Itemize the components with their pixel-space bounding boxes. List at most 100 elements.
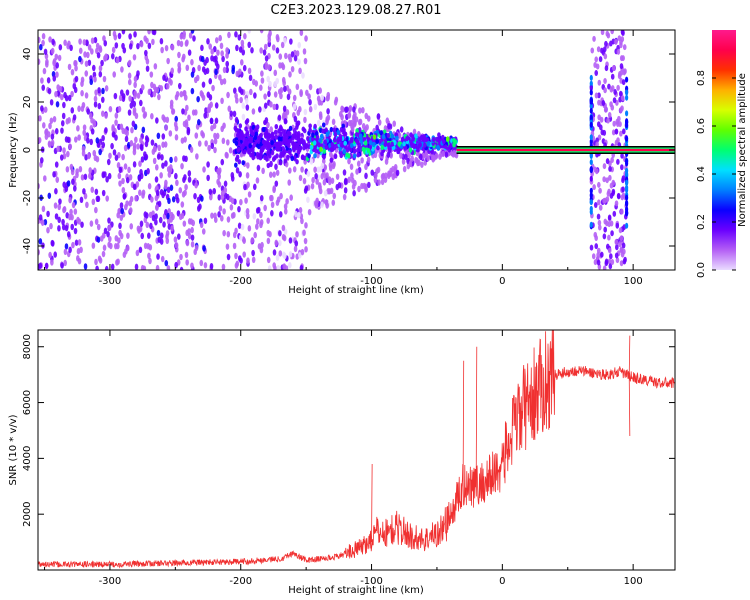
spectrogram-cell <box>437 132 441 138</box>
spectrogram-cell <box>113 92 118 100</box>
spectrogram-cell <box>325 172 329 179</box>
spectrogram-cell <box>239 59 244 66</box>
spectrogram-cell <box>621 242 626 249</box>
spectrogram-cell <box>330 141 335 148</box>
spectrogram-x-tick-label: -300 <box>99 276 122 287</box>
spectrogram-cell <box>127 109 132 116</box>
spectrogram-cell <box>246 162 250 169</box>
spectrogram-cell <box>271 44 276 51</box>
spectrogram-cell <box>287 88 292 95</box>
spectrogram-cell <box>53 251 57 258</box>
spectrogram-cell <box>70 68 75 76</box>
spectrogram-cell <box>67 117 71 124</box>
spectrogram-cell <box>47 140 52 147</box>
spectrogram-cell <box>589 138 593 145</box>
spectrogram-cell <box>243 183 247 191</box>
spectrogram-cell <box>295 159 299 165</box>
spectrogram-cell <box>116 162 121 169</box>
spectrogram-cell <box>416 147 420 153</box>
spectrogram-cell <box>291 141 295 147</box>
spectrogram-cell <box>116 242 120 250</box>
spectrogram-cell <box>43 48 48 56</box>
spectrogram-cell <box>275 254 280 261</box>
spectrogram-cell <box>78 55 82 63</box>
spectrogram-cell <box>57 225 61 232</box>
spectrogram-cell <box>55 176 60 183</box>
spectrogram-cell <box>589 80 593 87</box>
spectrogram-cell <box>296 109 301 116</box>
spectrogram-cell <box>96 223 101 231</box>
spectrogram-cell <box>295 83 300 91</box>
spectrogram-cell <box>95 156 100 163</box>
spectrogram-cell <box>62 206 66 214</box>
spectrogram-cell <box>90 128 95 135</box>
spectrogram-cell <box>43 106 48 113</box>
spectrogram-cell <box>70 223 75 231</box>
spectrogram-cell <box>235 97 239 104</box>
spectrogram-cell <box>77 239 82 246</box>
spectrogram-cell <box>402 141 406 147</box>
spectrogram-cell <box>101 141 106 149</box>
spectrogram-cell <box>185 64 190 72</box>
spectrogram-cell <box>47 192 52 199</box>
spectrogram-cell <box>67 40 71 47</box>
spectrogram-cell <box>308 106 313 113</box>
spectrogram-cell <box>225 47 229 54</box>
spectrogram-cell <box>292 144 297 151</box>
spectrogram-cell <box>610 30 614 35</box>
spectrogram-cell <box>277 114 282 121</box>
spectrogram-cell <box>280 62 285 69</box>
spectrogram-cell <box>213 146 217 154</box>
spectrogram-cell <box>589 159 593 166</box>
spectrogram-cell <box>129 195 134 203</box>
spectrogram-cell <box>598 187 602 194</box>
spectrogram-cell <box>350 172 354 179</box>
spectrogram-cell <box>259 221 263 229</box>
spectrogram-cell <box>63 259 67 267</box>
spectrogram-cell <box>115 57 120 64</box>
spectrogram-cell <box>242 237 246 244</box>
spectrogram-cell <box>107 172 112 180</box>
spectrogram-cell <box>625 222 629 229</box>
spectrogram-cell <box>332 127 337 133</box>
spectrogram-cell <box>283 208 288 215</box>
spectrogram-cell <box>225 152 229 159</box>
spectrogram-cell <box>288 125 293 131</box>
spectrogram-cell <box>98 257 103 264</box>
spectrogram-cell <box>123 144 128 152</box>
spectrogram-cell <box>267 133 272 139</box>
spectrogram-cell <box>338 146 342 152</box>
spectrogram-cell <box>225 66 229 74</box>
spectrogram-cell <box>118 166 123 174</box>
spectrogram-cell <box>619 235 624 242</box>
spectrogram-cell <box>290 155 295 162</box>
spectrogram-cell <box>159 232 164 239</box>
spectrogram-cell <box>235 167 240 174</box>
spectrogram-cell <box>180 162 184 170</box>
spectrogram-cell <box>311 132 315 138</box>
spectrogram-cell <box>80 90 84 97</box>
spectrogram-cell <box>247 135 252 141</box>
spectrogram-cell <box>225 52 229 59</box>
spectrogram-cell <box>589 74 593 81</box>
spectrogram-cell <box>77 134 81 141</box>
spectrogram-cell <box>342 148 347 155</box>
spectrogram-cell <box>314 131 319 137</box>
spectrogram-cell <box>383 141 388 148</box>
spectrogram-cell <box>134 195 138 202</box>
spectrogram-cell <box>602 265 607 270</box>
spectrogram-cell <box>304 35 308 42</box>
spectrogram-cell <box>175 197 180 204</box>
spectrogram-cell <box>625 158 629 165</box>
spectrogram-cell <box>230 171 235 179</box>
spectrogram-cell <box>52 59 56 67</box>
spectrogram-cell <box>278 230 282 237</box>
snr-x-tick-label: 0 <box>499 576 505 587</box>
spectrogram-cell <box>109 242 113 250</box>
spectrogram-cell <box>49 222 53 230</box>
spectrogram-cell <box>589 134 593 141</box>
spectrogram-cell <box>596 121 601 128</box>
spectrogram-y-tick-label: -20 <box>22 190 33 206</box>
spectrogram-cell <box>189 146 194 153</box>
spectrogram-cell <box>311 176 315 184</box>
